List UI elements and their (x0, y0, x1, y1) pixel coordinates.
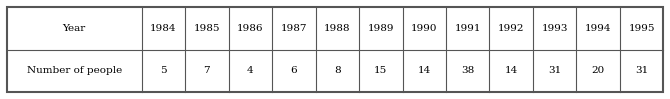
Text: 1993: 1993 (541, 24, 568, 33)
Text: Year: Year (62, 24, 86, 33)
Text: 15: 15 (374, 66, 387, 75)
Text: 14: 14 (417, 66, 431, 75)
Text: 5: 5 (160, 66, 167, 75)
Text: 1994: 1994 (585, 24, 611, 33)
Text: 1989: 1989 (368, 24, 394, 33)
Text: 1984: 1984 (150, 24, 177, 33)
Text: 20: 20 (592, 66, 605, 75)
Text: 31: 31 (548, 66, 561, 75)
Text: 1991: 1991 (454, 24, 481, 33)
Text: 7: 7 (204, 66, 210, 75)
Text: 1986: 1986 (237, 24, 263, 33)
Text: 8: 8 (334, 66, 340, 75)
Text: 4: 4 (247, 66, 254, 75)
Text: 1988: 1988 (324, 24, 350, 33)
Text: 1990: 1990 (411, 24, 438, 33)
Text: 38: 38 (461, 66, 474, 75)
Text: Number of people: Number of people (27, 66, 122, 75)
Text: 14: 14 (505, 66, 518, 75)
Text: 1995: 1995 (628, 24, 655, 33)
Text: 1985: 1985 (194, 24, 220, 33)
Text: 1987: 1987 (281, 24, 307, 33)
Text: 1992: 1992 (498, 24, 525, 33)
Text: 6: 6 (291, 66, 297, 75)
Text: 31: 31 (635, 66, 648, 75)
Bar (7, 7, 663, 92)
